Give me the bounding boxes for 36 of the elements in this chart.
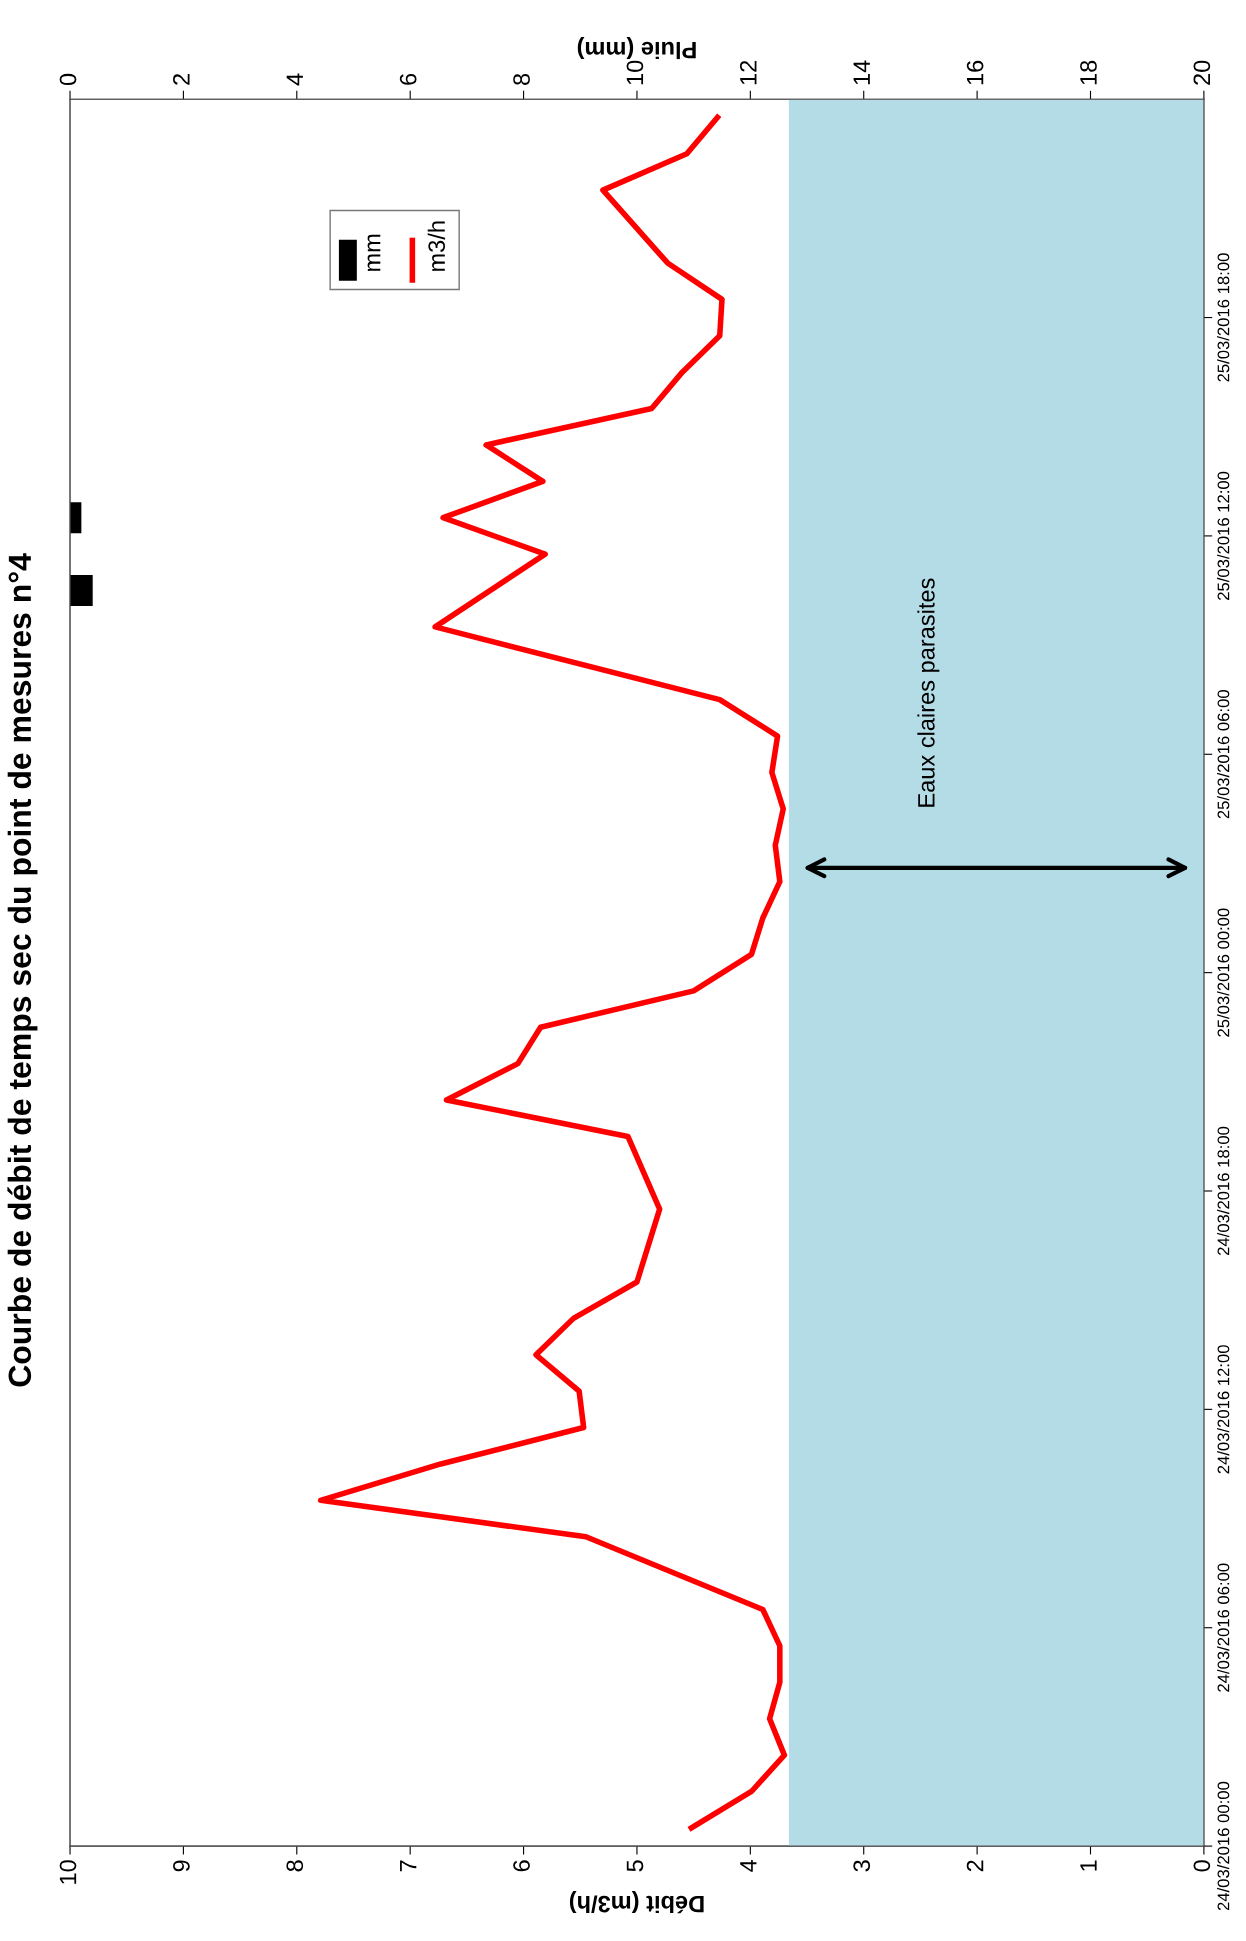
legend-label: m3/h — [427, 221, 446, 271]
x-axis-title: Débit (m3/h) — [569, 1891, 704, 1914]
y-tick-label: 24/03/2016 00:00 — [1217, 1781, 1230, 1911]
y-tick-label: 24/03/2016 18:00 — [1217, 1126, 1230, 1256]
x-tick-label: 3 — [853, 1860, 871, 1872]
x2-tick-label: 10 — [626, 60, 644, 85]
x2-tick-label: 12 — [739, 60, 757, 85]
x-tick-label: 4 — [740, 1859, 757, 1872]
x-tick-label: 7 — [400, 1860, 417, 1872]
x2-tick-label: 6 — [399, 73, 417, 85]
x2-axis-title: Pluie (mm) — [577, 37, 696, 60]
x-tick-label: 0 — [1193, 1860, 1211, 1872]
x-tick-label: 9 — [173, 1860, 190, 1872]
band-label: Eaux claires parasites — [917, 578, 940, 807]
x2-tick-label: 20 — [1193, 60, 1211, 85]
text: Courbe de débit de temps sec du point de mesures n°4 — [7, 553, 38, 1387]
x2-tick-label: 0 — [59, 73, 77, 86]
y-tick-label: 25/03/2016 00:00 — [1217, 908, 1230, 1037]
y-tick-label: 24/03/2016 06:00 — [1217, 1563, 1230, 1692]
y-tick-label: 24/03/2016 12:00 — [1217, 1345, 1230, 1474]
x2-tick-label: 4 — [286, 73, 303, 86]
x-tick-label: 8 — [286, 1860, 304, 1872]
y-tick-label: 25/03/2016 06:00 — [1217, 690, 1230, 819]
legend-label: mm — [367, 234, 381, 271]
x-tick-label: 6 — [513, 1860, 530, 1872]
x-tick-label: 5 — [626, 1860, 644, 1872]
x2-tick-label: 2 — [173, 74, 190, 85]
x2-tick-label: 16 — [966, 60, 984, 85]
x-tick-label: 2 — [966, 1860, 984, 1872]
x2-tick-label: 14 — [853, 60, 870, 85]
y-tick-label: 25/03/2016 12:00 — [1217, 471, 1230, 600]
x-tick-label: 1 — [1080, 1860, 1097, 1871]
x2-tick-label: 8 — [513, 73, 530, 85]
x2-tick-label: 18 — [1080, 60, 1097, 85]
x-tick-label: 10 — [59, 1860, 77, 1884]
y-tick-label: 25/03/2016 18:00 — [1217, 253, 1230, 382]
